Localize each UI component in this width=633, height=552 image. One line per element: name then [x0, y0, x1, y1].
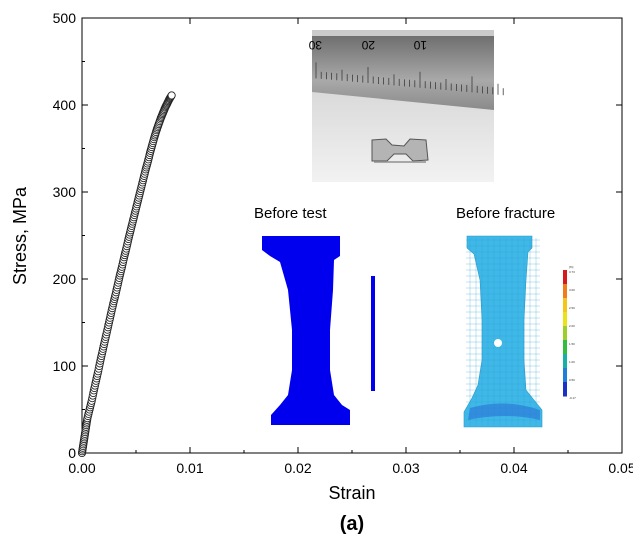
y-tick-label: 0 — [68, 445, 76, 461]
specimen-photo-inset: 30 20 10 — [308, 30, 504, 182]
colorbar-label: [%] — [569, 265, 574, 269]
strain-band-lower — [468, 403, 540, 420]
colorbar-segment — [563, 312, 567, 327]
strain-colorbar: [%]3.73 3.00 2.50 2.00 1.50 1.00 0.50 -0.17 — [563, 265, 576, 400]
before-test-strain-map — [262, 236, 375, 425]
before-test-label: Before test — [254, 205, 327, 222]
colorbar-label: 2.00 — [569, 324, 575, 328]
colorbar-segment — [563, 284, 567, 299]
y-axis-title: Stress, MPa — [10, 186, 30, 285]
data-point — [167, 91, 176, 100]
colorbar-segment — [563, 368, 567, 383]
ruler-tick-marks — [315, 62, 504, 96]
colorbar-label: 3.00 — [569, 288, 575, 292]
ruler-number-20: 20 — [361, 38, 375, 52]
colorbar-segment — [563, 270, 567, 285]
x-axis-ticks: 0.00 0.01 0.02 0.03 0.04 0.05 — [68, 18, 633, 476]
y-axis-ticks: 0 100 200 300 400 500 — [53, 10, 622, 461]
fracture-void — [494, 339, 502, 347]
y-tick-label: 200 — [53, 271, 77, 287]
colorbar-label: 2.50 — [569, 306, 575, 310]
x-tick-label: 0.05 — [608, 460, 633, 476]
ruler-number-30: 30 — [308, 38, 322, 52]
y-tick-label: 100 — [53, 358, 77, 374]
before-fracture-mesh — [466, 238, 540, 426]
colorbar-label: 1.50 — [569, 342, 575, 346]
colorbar-label: -0.17 — [569, 396, 576, 400]
y-tick-label: 500 — [53, 10, 77, 26]
x-tick-label: 0.00 — [68, 460, 95, 476]
colorbar-segment — [563, 382, 567, 397]
colorbar-segment — [563, 354, 567, 369]
colorbar-label: 0.50 — [569, 378, 575, 382]
x-tick-label: 0.01 — [176, 460, 203, 476]
colorbar-segment — [563, 340, 567, 355]
data-series — [77, 91, 176, 458]
ruler-number-10: 10 — [413, 38, 427, 52]
steel-ruler — [312, 36, 494, 110]
x-tick-label: 0.03 — [392, 460, 419, 476]
panel-label: (a) — [340, 513, 364, 535]
before-test-legend-bar — [371, 276, 375, 391]
x-tick-label: 0.04 — [500, 460, 527, 476]
y-tick-label: 300 — [53, 184, 77, 200]
colorbar-segment — [563, 326, 567, 341]
y-tick-label: 400 — [53, 97, 77, 113]
before-fracture-strain-map: [%]3.73 3.00 2.50 2.00 1.50 1.00 0.50 -0.17 — [463, 235, 576, 428]
before-fracture-specimen-shape — [463, 235, 543, 428]
before-test-specimen-shape — [262, 236, 350, 425]
colorbar-label: 3.73 — [569, 270, 575, 274]
colorbar-segment — [563, 298, 567, 313]
x-axis-title: Strain — [328, 483, 375, 503]
colorbar-label: 1.00 — [569, 360, 575, 364]
before-fracture-label: Before fracture — [456, 205, 555, 222]
x-tick-label: 0.02 — [284, 460, 311, 476]
